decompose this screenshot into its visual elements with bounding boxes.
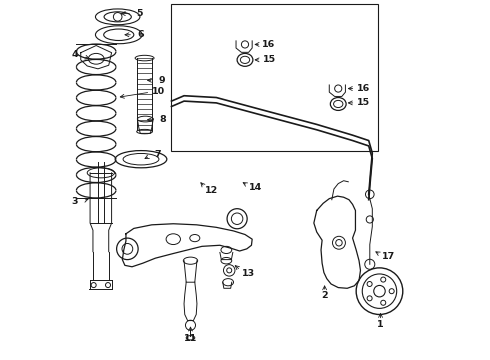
Text: 4: 4 [72,50,78,59]
Text: 14: 14 [249,183,262,192]
Text: 2: 2 [321,291,328,300]
Text: 5: 5 [137,9,143,18]
Text: 12: 12 [205,186,219,195]
Text: 1: 1 [377,320,384,329]
Text: 9: 9 [158,76,165,85]
Bar [172,4,378,151]
Text: 11: 11 [184,334,197,343]
Text: 3: 3 [72,198,78,207]
Text: 13: 13 [242,269,255,278]
Text: 8: 8 [159,115,166,124]
Text: 17: 17 [382,252,395,261]
Text: 16: 16 [357,84,370,93]
Text: 15: 15 [357,98,370,107]
Text: 6: 6 [138,30,145,39]
Text: 16: 16 [263,40,276,49]
Text: 7: 7 [154,150,161,159]
Text: 15: 15 [263,55,275,64]
Text: 10: 10 [151,87,165,96]
